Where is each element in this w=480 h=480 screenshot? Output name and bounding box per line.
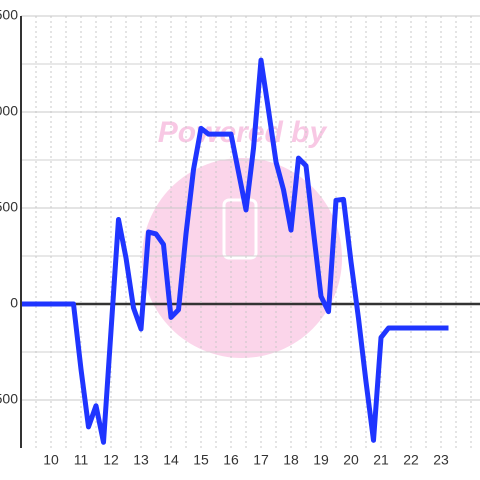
x-tick-label: 16: [223, 452, 239, 468]
y-tick-label: 1,500: [0, 7, 18, 23]
x-tick-label: 13: [133, 452, 149, 468]
x-tick-label: 20: [343, 452, 359, 468]
y-tick-label: 1,000: [0, 103, 18, 119]
x-tick-label: 19: [313, 452, 329, 468]
x-tick-label: 11: [74, 452, 89, 468]
y-tick-label: 500: [0, 199, 18, 215]
x-tick-label: 10: [43, 452, 59, 468]
watermark: Powered by: [158, 116, 328, 149]
line: [21, 57, 449, 445]
x-tick-label: 14: [163, 452, 179, 468]
x-tick-label: 18: [283, 452, 299, 468]
x-tick-label: 17: [253, 452, 269, 468]
x-tick-label: 12: [103, 452, 119, 468]
x-tick-label: 22: [403, 452, 419, 468]
watermark-logo: [222, 198, 258, 260]
x-tick-label: 23: [433, 452, 449, 468]
y-tick-label: 0: [10, 295, 18, 311]
x-tick-label: 15: [193, 452, 209, 468]
y-tick-label: -500: [0, 391, 18, 407]
x-tick-label: 21: [373, 452, 389, 468]
